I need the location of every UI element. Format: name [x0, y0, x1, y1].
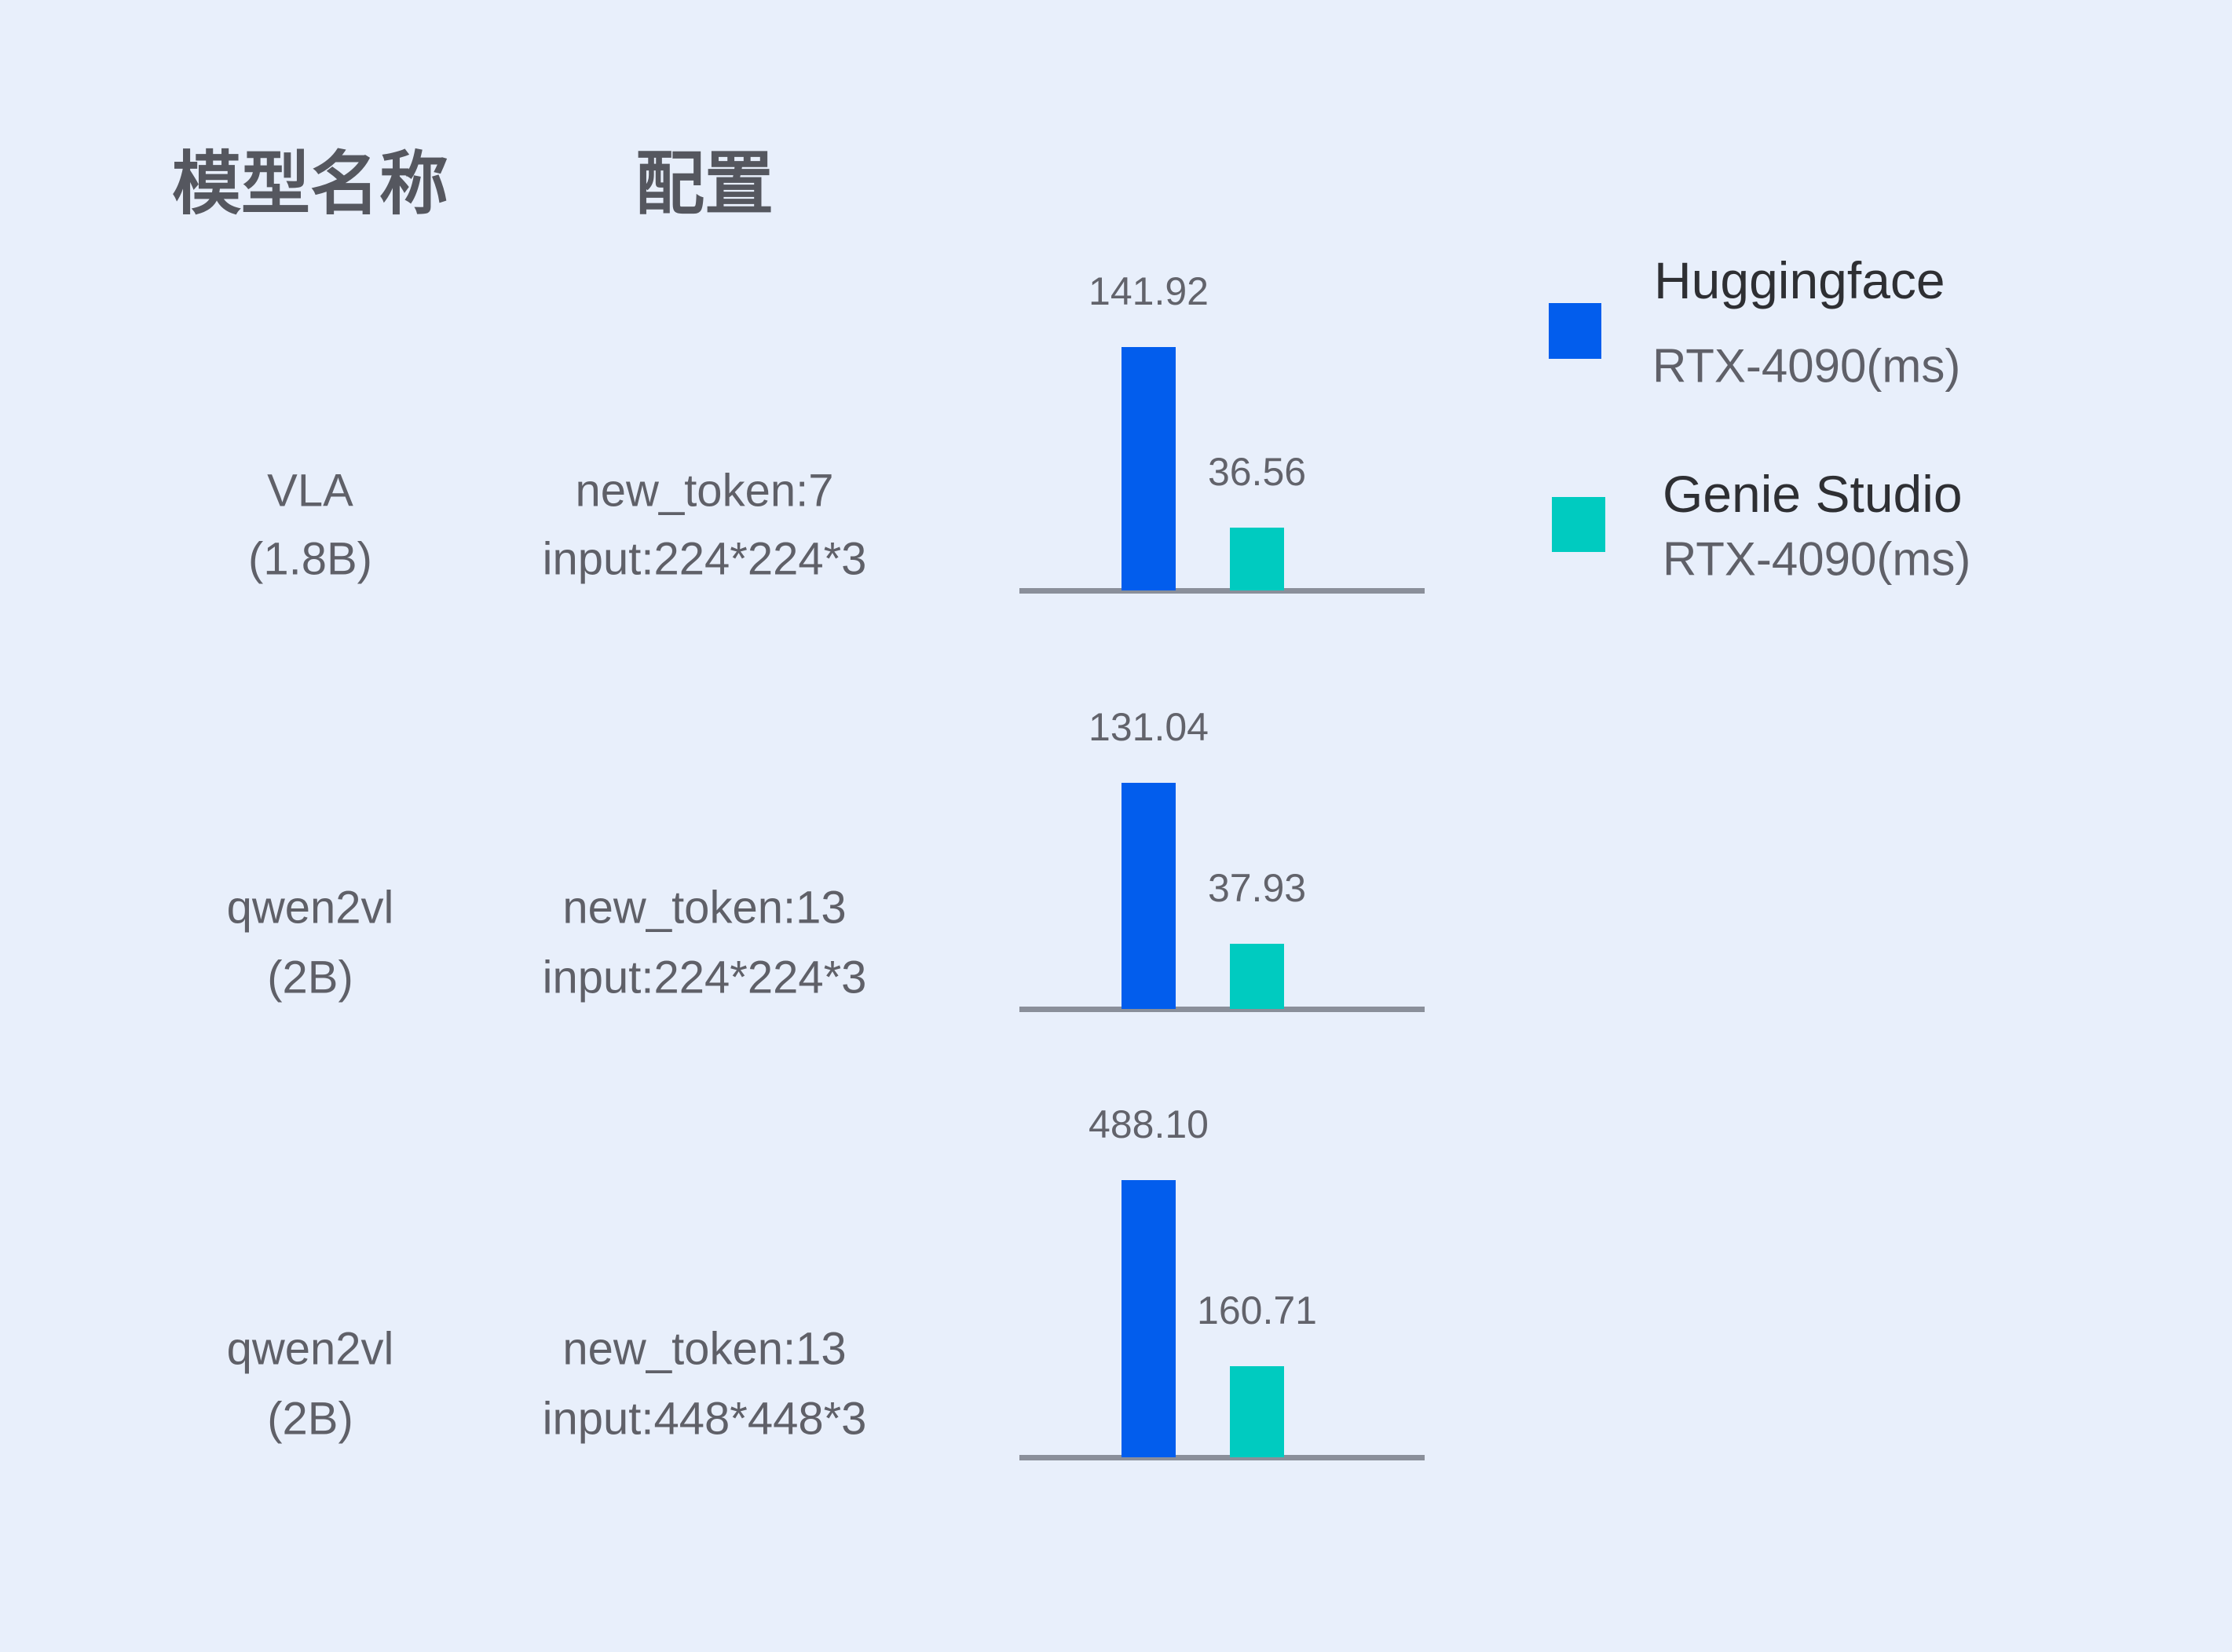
- baseline-axis-2: [1019, 1007, 1425, 1012]
- legend-title-genie-studio: Genie Studio: [1663, 465, 1963, 523]
- bar-genie-studio-1: [1230, 528, 1284, 590]
- row-1-config-tokens: new_token:7: [575, 465, 834, 517]
- baseline-axis-1: [1019, 588, 1425, 594]
- legend-subtitle-genie-studio: RTX-4090(ms): [1663, 532, 1971, 586]
- row-1-model: VLA: [267, 465, 353, 517]
- row-3-size: (2B): [267, 1393, 353, 1445]
- row-2-config-tokens: new_token:13: [562, 882, 847, 934]
- data-label-genie-studio-1: 36.56: [1207, 450, 1307, 495]
- row-2-config-input: input:224*224*3: [542, 952, 867, 1003]
- header-model-name: 模型名称: [171, 143, 449, 225]
- bar-huggingface-1: [1121, 347, 1176, 590]
- data-label-huggingface-3: 488.10: [1089, 1102, 1209, 1147]
- row-3-config-input: input:448*448*3: [542, 1393, 867, 1445]
- legend-swatch-genie-studio: [1552, 497, 1605, 552]
- data-label-huggingface-1: 141.92: [1089, 269, 1209, 314]
- legend-subtitle-huggingface: RTX-4090(ms): [1652, 339, 1961, 393]
- row-2-model: qwen2vl: [226, 882, 394, 934]
- row-1-size: (1.8B): [248, 533, 372, 585]
- row-2-size: (2B): [267, 952, 353, 1003]
- row-3-model: qwen2vl: [226, 1323, 394, 1375]
- row-3-config-tokens: new_token:13: [562, 1323, 847, 1375]
- row-1-config-input: input:224*224*3: [542, 533, 867, 585]
- bar-huggingface-2: [1121, 782, 1176, 1009]
- data-label-genie-studio-2: 37.93: [1207, 865, 1307, 910]
- legend-title-huggingface: Huggingface: [1654, 251, 1945, 309]
- data-label-huggingface-2: 131.04: [1089, 704, 1209, 749]
- legend-swatch-huggingface: [1549, 303, 1601, 359]
- data-label-genie-studio-3: 160.71: [1197, 1288, 1317, 1332]
- bar-huggingface-3: [1121, 1180, 1176, 1457]
- bar-genie-studio-2: [1230, 943, 1284, 1009]
- bar-genie-studio-3: [1230, 1365, 1284, 1457]
- header-config: 配置: [635, 143, 774, 225]
- baseline-axis-3: [1019, 1455, 1425, 1460]
